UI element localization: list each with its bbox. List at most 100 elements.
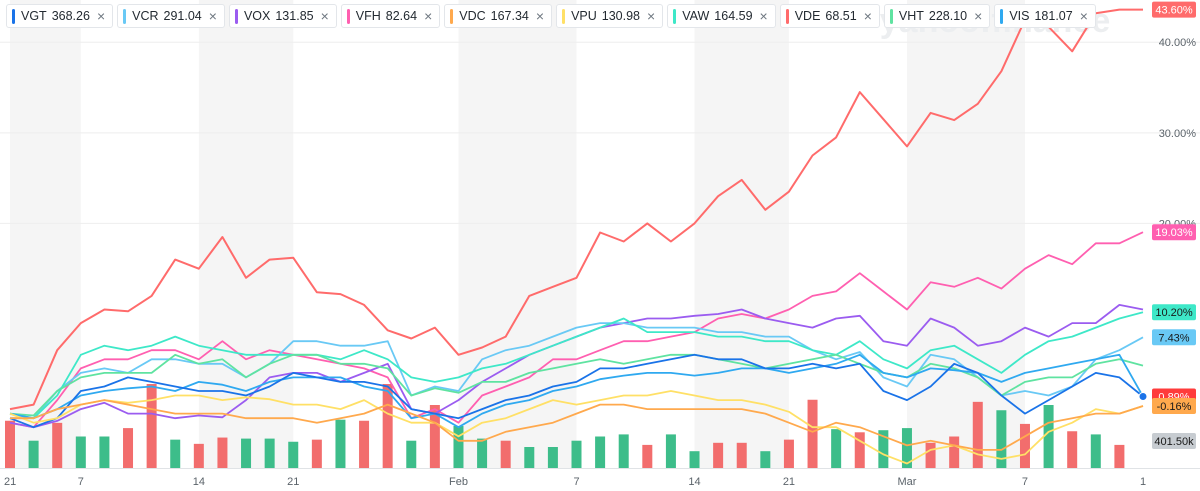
volume-bar <box>736 442 747 468</box>
chip-price: 68.51 <box>825 9 857 23</box>
volume-bar <box>595 436 606 468</box>
week-band <box>694 0 789 468</box>
y-tick-label: 40.00% <box>1159 37 1197 49</box>
volume-bar <box>547 447 558 468</box>
symbol-chip-vfh[interactable]: VFH 82.64 × <box>340 4 441 28</box>
close-icon[interactable]: × <box>96 8 106 24</box>
volume-bar <box>241 438 252 468</box>
chip-ticker: VCR <box>132 9 159 23</box>
series-line-vde <box>9 8 1143 411</box>
volume-bar <box>28 440 39 468</box>
volume-bar <box>1114 444 1125 468</box>
volume-bar <box>689 451 700 468</box>
close-icon[interactable]: × <box>759 8 768 24</box>
volume-bar <box>524 447 535 468</box>
y-tick-label: 30.00% <box>1159 128 1197 140</box>
symbol-chip-vcr[interactable]: VCR 291.04 × <box>117 4 225 28</box>
volume-bar <box>1043 405 1054 468</box>
close-icon[interactable]: × <box>863 8 872 24</box>
series-color-swatch <box>234 8 238 24</box>
volume-bar <box>146 384 157 468</box>
chip-price: 131.85 <box>275 9 314 23</box>
chip-ticker: VPU <box>571 9 597 23</box>
chip-ticker: VOX <box>243 9 271 23</box>
chip-price: 181.07 <box>1034 9 1073 23</box>
volume-bar <box>783 439 794 468</box>
close-icon[interactable]: × <box>208 8 217 24</box>
volume-label-bg <box>1152 433 1196 449</box>
volume-bar <box>1019 423 1030 468</box>
volume-bar <box>264 438 275 468</box>
volume-bar <box>5 420 15 468</box>
chip-ticker: VFH <box>355 9 381 23</box>
symbol-chip-vgt[interactable]: VGT 368.26 × <box>6 4 114 28</box>
end-label-bg <box>1152 398 1196 415</box>
x-tick-label: Mar <box>897 476 916 488</box>
symbol-chip-vaw[interactable]: VAW 164.59 × <box>667 4 776 28</box>
x-tick-label: Feb <box>449 476 468 488</box>
close-icon[interactable]: × <box>535 8 545 24</box>
volume-bar <box>477 438 488 468</box>
close-icon[interactable]: × <box>1079 8 1088 24</box>
end-label-bg <box>1152 1 1196 18</box>
x-tick-label: 21 <box>287 476 299 488</box>
x-tick-label: 14 <box>688 476 700 488</box>
end-label-bg <box>1152 224 1196 241</box>
week-band <box>10 0 81 468</box>
chip-ticker: VDE <box>794 9 821 23</box>
symbol-chip-vis[interactable]: VIS 181.07 × <box>994 4 1096 28</box>
chip-ticker: VHT <box>898 9 924 23</box>
alternating-week-bands <box>10 0 1025 468</box>
chip-price: 167.34 <box>490 9 529 23</box>
volume-bar <box>642 444 653 468</box>
chip-ticker: VAW <box>682 9 710 23</box>
close-icon[interactable]: × <box>424 8 433 24</box>
volume-bar <box>854 432 865 468</box>
volume-label: 401.50k <box>1154 436 1194 448</box>
chip-price: 82.64 <box>385 9 418 23</box>
y-axis-labels: 40.00%30.00%20.00% <box>1159 37 1197 230</box>
close-icon[interactable]: × <box>974 8 983 24</box>
close-icon[interactable]: × <box>320 8 329 24</box>
close-icon[interactable]: × <box>647 8 656 24</box>
end-label-bg <box>1152 329 1196 346</box>
volume-bar <box>831 429 842 468</box>
chip-price: 291.04 <box>163 9 202 23</box>
series-line-vht <box>9 353 1144 417</box>
series-line-vdc <box>10 399 1144 451</box>
volume-bar <box>1090 434 1101 468</box>
volume-bar <box>170 439 181 468</box>
volume-bar <box>807 399 818 468</box>
volume-bar <box>925 442 936 468</box>
volume-bar <box>571 440 582 468</box>
symbol-chip-vde[interactable]: VDE 68.51 × <box>779 4 880 28</box>
current-point-dot <box>1138 392 1148 402</box>
symbol-chip-vpu[interactable]: VPU 130.98 × <box>556 4 664 28</box>
volume-bar <box>429 405 440 468</box>
series-color-swatch <box>12 8 15 24</box>
series-line-vaw <box>9 311 1144 420</box>
end-label: 10.20% <box>1155 307 1193 319</box>
symbol-chip-vox[interactable]: VOX 131.85 × <box>228 4 337 28</box>
volume-bar <box>75 436 86 468</box>
end-label: 43.60% <box>1155 5 1193 17</box>
symbol-chip-vdc[interactable]: VDC 167.34 × <box>444 4 553 28</box>
end-label-bg <box>1152 304 1196 321</box>
series-line-vis <box>9 353 1144 429</box>
volume-bar <box>52 422 63 468</box>
volume-bar <box>311 439 322 468</box>
chip-price: 368.26 <box>51 9 90 23</box>
volume-bar <box>217 437 228 468</box>
x-tick-label: 21 <box>783 476 795 488</box>
chip-ticker: VIS <box>1009 9 1030 23</box>
series-line-vfh <box>9 231 1144 429</box>
x-tick-label: 1 <box>1140 476 1146 488</box>
volume-bar <box>453 426 464 468</box>
volume-bar <box>901 428 912 468</box>
volume-bar <box>618 434 629 468</box>
symbol-chip-vht[interactable]: VHT 228.10 × <box>883 4 991 28</box>
series-color-swatch <box>346 8 350 24</box>
x-tick-label: 21 <box>4 476 16 488</box>
volume-bar <box>665 434 676 468</box>
